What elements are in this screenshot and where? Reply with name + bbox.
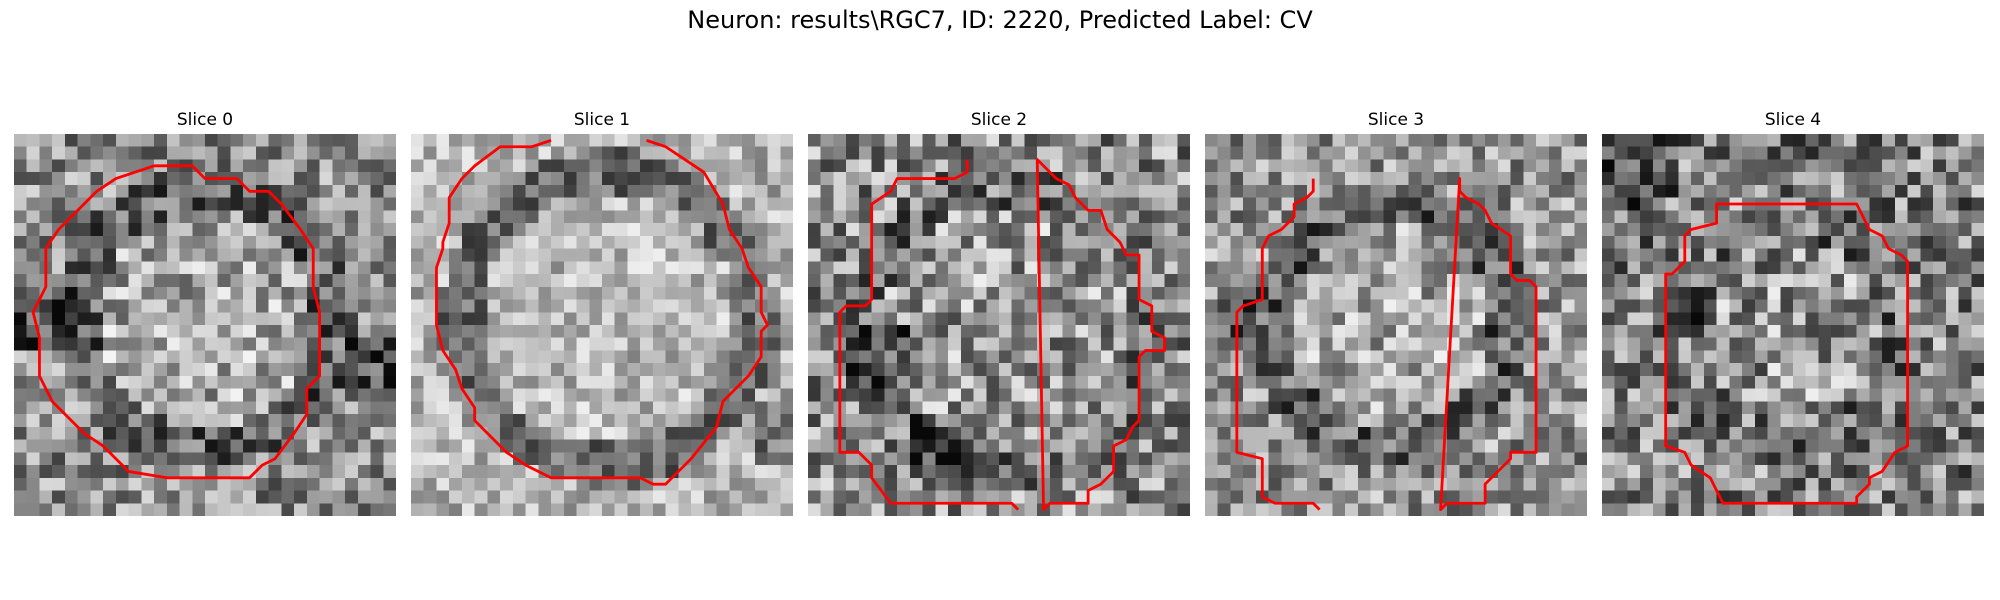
figure-title: Neuron: results\RGC7, ID: 2220, Predicte… xyxy=(687,6,1313,34)
slice-image-1 xyxy=(411,134,793,516)
slice-image-0 xyxy=(14,134,396,516)
slice-panel-0: Slice 0 xyxy=(14,106,396,516)
segmentation-contour-2 xyxy=(838,158,1166,512)
slice-image-4 xyxy=(1602,134,1984,516)
slice-pixels-1 xyxy=(411,134,793,516)
slice-panel-1: Slice 1 xyxy=(411,106,793,516)
segmentation-contour-4 xyxy=(1664,202,1910,505)
segmentation-contour-0 xyxy=(31,164,322,480)
slice-panel-4: Slice 4 xyxy=(1602,106,1984,516)
slice-title-2: Slice 2 xyxy=(970,110,1028,130)
slice-title-0: Slice 0 xyxy=(176,110,234,130)
slice-image-2 xyxy=(808,134,1190,516)
slice-panel-3: Slice 3 xyxy=(1205,106,1587,516)
slice-image-3 xyxy=(1205,134,1587,516)
segmentation-contour-3 xyxy=(1235,177,1538,512)
slice-pixels-0 xyxy=(14,134,396,516)
slice-title-4: Slice 4 xyxy=(1764,110,1822,130)
slice-title-1: Slice 1 xyxy=(573,110,631,130)
segmentation-contour-1 xyxy=(435,139,769,486)
slice-pixels-4 xyxy=(1602,134,1984,516)
slice-title-3: Slice 3 xyxy=(1367,110,1425,130)
slice-panel-2: Slice 2 xyxy=(808,106,1190,516)
slice-pixels-2 xyxy=(808,134,1190,516)
